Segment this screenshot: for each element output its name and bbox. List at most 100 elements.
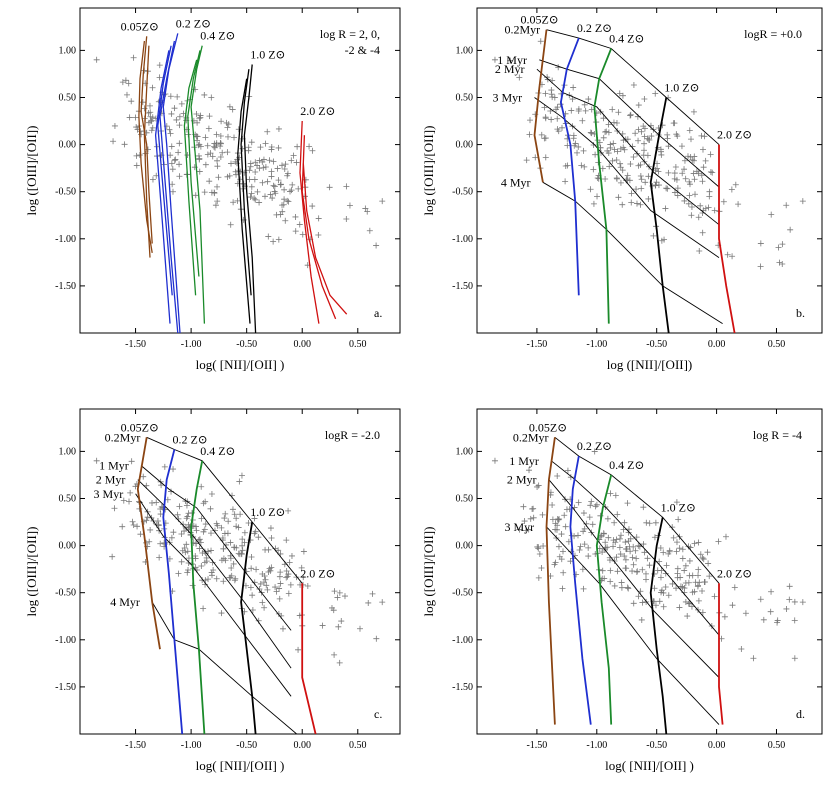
observation-point [373, 635, 380, 642]
observation-point [645, 136, 652, 143]
observation-point [692, 191, 699, 198]
observation-point [757, 596, 764, 603]
observation-point [331, 651, 338, 658]
observation-point [193, 111, 200, 118]
observation-point [610, 537, 617, 544]
observation-point [562, 523, 569, 530]
metallicity-label: 1.0 Z⊙ [250, 48, 285, 62]
observation-point [660, 549, 667, 556]
observation-point [529, 505, 536, 512]
observation-point [783, 605, 790, 612]
metallicity-track-0.4 [190, 45, 206, 324]
observation-point [256, 199, 263, 206]
observation-point [290, 152, 297, 159]
observation-point [204, 151, 211, 158]
observation-point [579, 117, 586, 124]
observation-point [636, 543, 643, 550]
y-tick-label: 1.00 [59, 446, 77, 457]
observation-point [779, 260, 786, 267]
observation-point [214, 163, 221, 170]
observation-point [252, 196, 259, 203]
observation-point [701, 579, 708, 586]
observation-point [207, 530, 214, 537]
observation-point [681, 567, 688, 574]
observation-point [622, 556, 629, 563]
observation-point [590, 166, 597, 173]
observation-point [534, 543, 541, 550]
observation-point [625, 585, 632, 592]
observation-point [613, 554, 620, 561]
observation-point [622, 136, 629, 143]
observation-point [251, 515, 258, 522]
observation-point [247, 163, 254, 170]
observation-point [590, 141, 597, 148]
observation-point [609, 157, 616, 164]
observation-point [679, 546, 686, 553]
observation-point [688, 603, 695, 610]
observations-scatter [491, 38, 806, 270]
observation-point [232, 575, 239, 582]
observation-point [253, 566, 260, 573]
observation-point [585, 96, 592, 103]
metallicity-track-2.0 [718, 583, 724, 725]
observation-point [248, 190, 255, 197]
y-axis-label: log ([OIII]/[OII]) [421, 527, 436, 617]
observation-point [169, 181, 176, 188]
observation-point [207, 150, 214, 157]
metallicity-label: 1.0 Z⊙ [661, 500, 696, 514]
observation-point [613, 536, 620, 543]
observation-point [208, 547, 215, 554]
observation-point [599, 549, 606, 556]
observation-point [729, 253, 736, 260]
observation-point [544, 74, 551, 81]
observation-point [657, 545, 664, 552]
observation-point [226, 172, 233, 179]
panel-c: -1.50 -1.00 -0.50 0.00 0.50 1.00 0.50 0.00 -0.50… [0, 395, 415, 789]
observation-point [176, 173, 183, 180]
observation-point [136, 152, 143, 159]
observation-point [673, 548, 680, 555]
observation-point [679, 555, 686, 562]
observation-point [640, 541, 647, 548]
observation-point [779, 241, 786, 248]
observation-point [711, 593, 718, 600]
observation-point [273, 588, 280, 595]
observation-point [168, 110, 175, 117]
observation-point [175, 149, 182, 156]
observation-point [704, 549, 711, 556]
observation-point [588, 130, 595, 137]
observation-point [606, 557, 613, 564]
observation-point [627, 535, 634, 542]
observation-point [664, 131, 671, 138]
y-tick-label: -1.50 [452, 682, 473, 693]
panel-letter: b. [796, 306, 805, 320]
observation-point [208, 94, 215, 101]
observation-point [256, 165, 263, 172]
observation-point [257, 580, 264, 587]
observation-point [662, 570, 669, 577]
observation-point [624, 584, 631, 591]
observation-point [166, 126, 173, 133]
y-tick-label: -1.00 [452, 635, 473, 646]
observation-point [556, 553, 563, 560]
metallicity-label: 1.0 Z⊙ [664, 80, 699, 94]
observation-point [194, 137, 201, 144]
observation-point [516, 74, 523, 81]
observation-point [611, 582, 618, 589]
observation-point [238, 550, 245, 557]
observation-point [271, 183, 278, 190]
observation-point [690, 170, 697, 177]
observation-point [120, 497, 127, 504]
observation-point [176, 113, 183, 120]
observation-point [283, 568, 290, 575]
observation-point [265, 546, 272, 553]
metallicity-label: 1.0 Z⊙ [250, 505, 285, 519]
observation-point [334, 594, 341, 601]
observation-point [620, 144, 627, 151]
age-label: 3 Myr [94, 487, 124, 501]
observation-point [581, 101, 588, 108]
x-tick-label: 0.00 [708, 339, 726, 350]
observation-point [248, 139, 255, 146]
observation-point [217, 133, 224, 140]
observation-point [196, 168, 203, 175]
